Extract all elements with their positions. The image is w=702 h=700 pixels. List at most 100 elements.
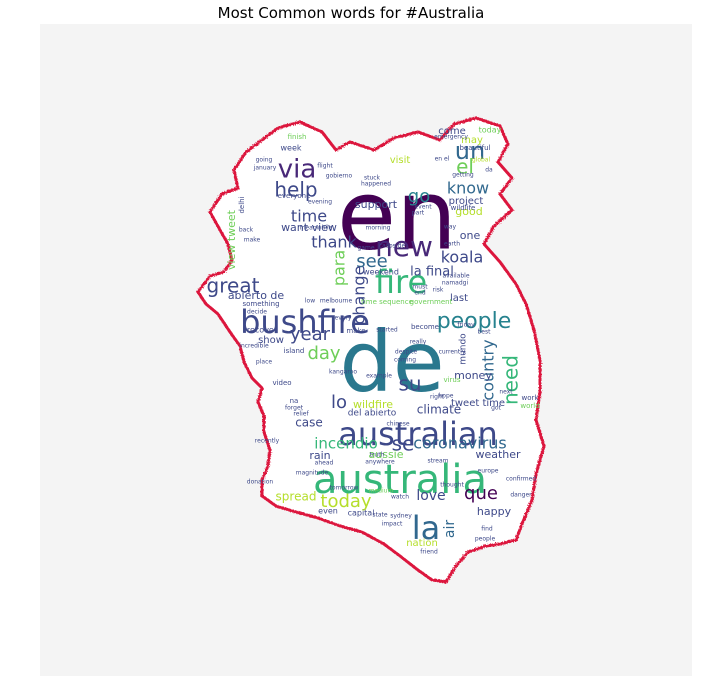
word-2: australia: [313, 457, 487, 503]
word-58: tweet time: [451, 398, 505, 409]
word-116: danger: [510, 492, 532, 499]
word-93: government: [410, 298, 453, 306]
word-86: example: [366, 373, 392, 380]
word-45: la final: [410, 265, 454, 280]
word-133: truth: [370, 452, 385, 459]
word-97: melbourne: [320, 298, 353, 305]
word-100: place: [256, 359, 272, 366]
word-36: case: [295, 416, 323, 430]
word-137: make: [244, 237, 261, 244]
word-24: need: [499, 355, 523, 405]
word-115: confirmed: [506, 476, 536, 483]
word-21: para: [330, 250, 349, 286]
word-92: time sequence: [361, 298, 413, 306]
word-60: mundo: [459, 333, 469, 365]
word-98: island: [284, 347, 305, 355]
word-61: recover: [247, 326, 278, 335]
word-81: started: [376, 327, 398, 334]
word-143: kangaroo: [329, 369, 357, 376]
word-35: spread: [276, 490, 317, 504]
word-66: beautiful: [459, 144, 490, 152]
word-53: visit: [390, 155, 411, 166]
word-106: tomorrow: [330, 485, 359, 492]
word-39: weather: [475, 448, 521, 461]
word-89: world: [520, 402, 539, 410]
word-112: europe: [478, 468, 499, 475]
word-65: week: [280, 144, 301, 153]
word-26: su: [398, 372, 421, 396]
word-1: de: [340, 313, 445, 411]
word-132: anywhere: [365, 459, 395, 466]
word-6: la: [412, 509, 441, 547]
word-29: incendio: [314, 435, 378, 453]
word-120: namadgi: [442, 280, 469, 287]
word-68: finish: [288, 133, 307, 141]
word-145: got: [491, 405, 501, 412]
word-91: right: [430, 394, 445, 401]
word-149: watch: [391, 494, 409, 501]
word-118: casos de: [379, 243, 406, 250]
word-117: people: [475, 536, 496, 543]
word-136: back: [239, 227, 254, 234]
word-10: un: [455, 137, 485, 165]
word-37: rain: [309, 449, 330, 462]
word-85: coming: [394, 357, 416, 364]
word-72: gobierno: [326, 173, 353, 180]
word-17: thank: [311, 233, 357, 252]
word-43: climate: [417, 403, 461, 417]
word-141: emergency: [434, 134, 468, 141]
word-126: event: [414, 204, 432, 211]
word-88: work: [522, 394, 540, 402]
word-76: everyone: [278, 192, 311, 200]
chart-title: Most Common words for #Australia: [217, 4, 485, 22]
word-23: day: [307, 343, 340, 364]
word-138: meanwhile: [300, 225, 333, 232]
word-73: evening: [308, 199, 332, 206]
word-15: time: [291, 207, 327, 226]
word-22: year: [290, 324, 331, 345]
word-135: risk: [433, 287, 444, 294]
word-62: capital: [348, 509, 375, 518]
word-64: weekend: [363, 268, 399, 277]
word-32: que: [464, 483, 498, 504]
word-27: lo: [331, 392, 347, 413]
word-82: really: [410, 339, 427, 346]
word-28: wildfire: [353, 398, 393, 411]
word-109: sydney: [390, 513, 412, 520]
word-80: become: [411, 323, 439, 331]
word-8: people: [437, 309, 512, 334]
word-125: part: [412, 210, 425, 217]
word-44: money: [454, 369, 492, 382]
word-119: available: [442, 273, 469, 280]
word-49: support: [355, 198, 398, 211]
word-74: morning: [366, 225, 391, 232]
word-11: el: [456, 155, 474, 179]
word-130: every: [335, 315, 352, 322]
word-124: da: [485, 167, 493, 174]
word-71: january: [253, 165, 277, 172]
word-52: project: [449, 196, 484, 207]
word-102: forget: [285, 405, 304, 412]
word-101: incredible: [239, 343, 269, 350]
word-4: bushfire: [240, 303, 370, 341]
word-57: show: [258, 335, 284, 346]
word-113: thought: [440, 482, 464, 489]
word-90: next: [499, 389, 513, 396]
word-14: know: [447, 179, 489, 198]
word-84: currently: [439, 349, 466, 356]
word-111: find: [481, 526, 493, 533]
word-151: donation: [247, 479, 274, 486]
word-47: view tweet: [225, 209, 238, 270]
word-83: despite: [395, 349, 417, 356]
word-3: australian: [338, 415, 498, 453]
word-51: good: [455, 205, 482, 218]
word-123: en el: [435, 156, 450, 163]
word-121: earth: [444, 241, 460, 248]
word-67: today: [479, 126, 502, 135]
word-140: happened: [361, 181, 391, 188]
word-139: stuck: [364, 175, 381, 182]
word-128: end: [414, 290, 425, 297]
word-134: chinese: [386, 421, 409, 428]
word-105: recently: [255, 438, 280, 445]
